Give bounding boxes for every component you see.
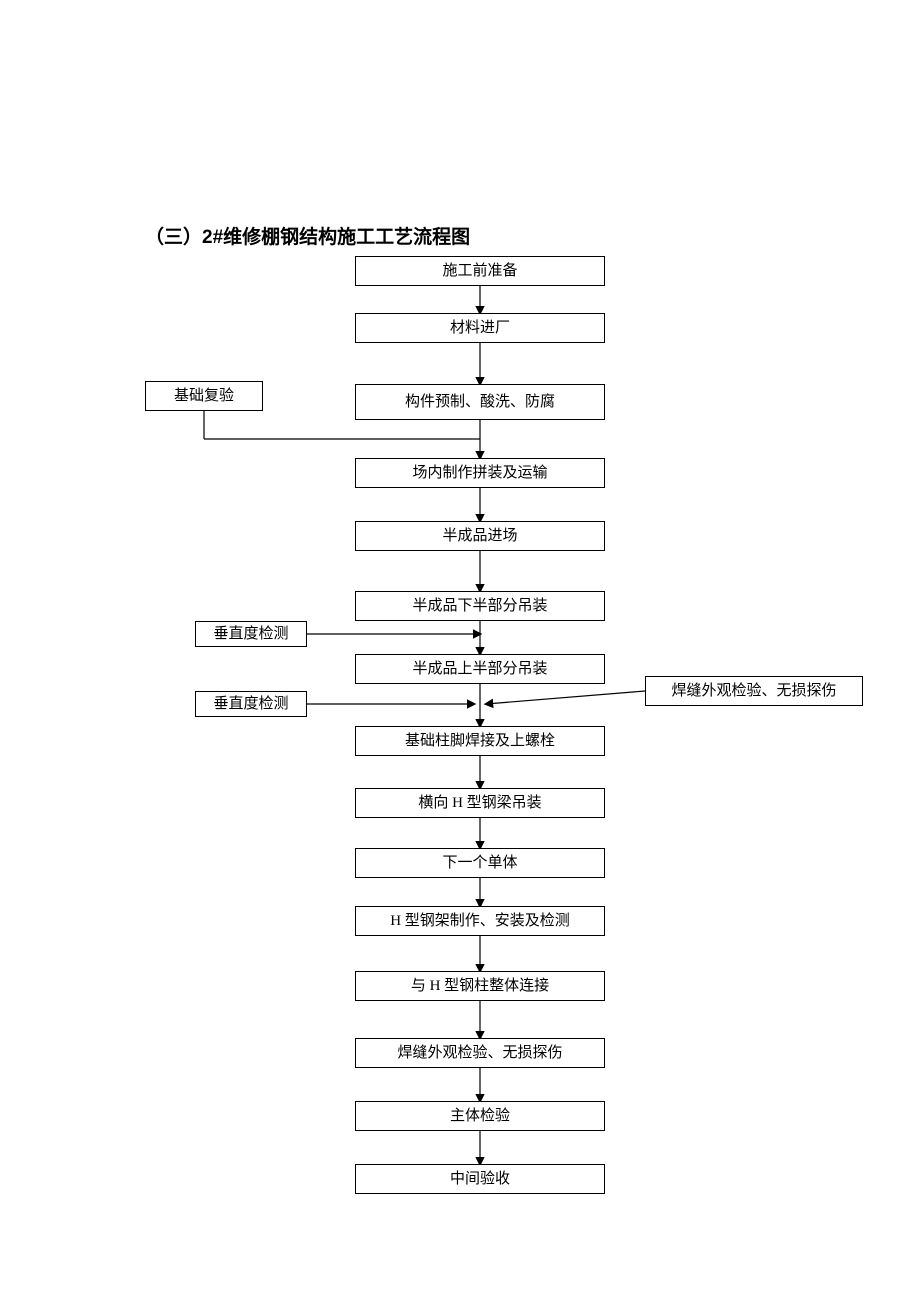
page: （三）2#维修棚钢结构施工工艺流程图 施工前准备材料进厂构件预制、酸洗、防腐场内…: [0, 0, 920, 1316]
flowchart-node: 横向 H 型钢梁吊装: [355, 788, 605, 818]
flowchart-node-label: 垂直度检测: [213, 695, 288, 713]
flowchart-node-label: H 型钢架制作、安装及检测: [390, 912, 570, 930]
flowchart-node-label: 主体检验: [450, 1107, 510, 1125]
flowchart-node-label: 横向 H 型钢梁吊装: [418, 794, 541, 812]
flowchart-node: 焊缝外观检验、无损探伤: [645, 676, 863, 706]
flowchart-node-label: 半成品进场: [442, 527, 517, 545]
flowchart-node: 垂直度检测: [195, 691, 307, 717]
flowchart-node: 半成品进场: [355, 521, 605, 551]
flowchart-node-label: 半成品上半部分吊装: [412, 660, 547, 678]
flowchart-node-label: 焊缝外观检验、无损探伤: [671, 682, 836, 700]
flowchart-node-label: 垂直度检测: [213, 625, 288, 643]
flowchart-node: 半成品上半部分吊装: [355, 654, 605, 684]
flowchart-node: H 型钢架制作、安装及检测: [355, 906, 605, 936]
flowchart-node-label: 与 H 型钢柱整体连接: [411, 977, 549, 995]
flowchart-node: 垂直度检测: [195, 621, 307, 647]
flowchart-node-label: 构件预制、酸洗、防腐: [405, 393, 555, 411]
flowchart-node: 下一个单体: [355, 848, 605, 878]
flowchart-node-label: 材料进厂: [450, 319, 510, 337]
flowchart-canvas: 施工前准备材料进厂构件预制、酸洗、防腐场内制作拼装及运输半成品进场半成品下半部分…: [0, 256, 920, 1256]
page-title: （三）2#维修棚钢结构施工工艺流程图: [145, 222, 470, 249]
flowchart-node: 与 H 型钢柱整体连接: [355, 971, 605, 1001]
flowchart-node: 构件预制、酸洗、防腐: [355, 384, 605, 420]
flowchart-node: 基础柱脚焊接及上螺栓: [355, 726, 605, 756]
flowchart-node: 基础复验: [145, 381, 263, 411]
flowchart-node: 主体检验: [355, 1101, 605, 1131]
flowchart-node: 施工前准备: [355, 256, 605, 286]
flowchart-node-label: 半成品下半部分吊装: [412, 597, 547, 615]
flowchart-node: 场内制作拼装及运输: [355, 458, 605, 488]
flowchart-node: 中间验收: [355, 1164, 605, 1194]
flowchart-node-label: 焊缝外观检验、无损探伤: [397, 1044, 562, 1062]
flowchart-node: 焊缝外观检验、无损探伤: [355, 1038, 605, 1068]
flowchart-node-label: 施工前准备: [442, 262, 517, 280]
flowchart-node-label: 基础柱脚焊接及上螺栓: [405, 732, 555, 750]
flowchart-node-label: 场内制作拼装及运输: [412, 464, 547, 482]
flowchart-node: 材料进厂: [355, 313, 605, 343]
flowchart-node-label: 中间验收: [450, 1170, 510, 1188]
flowchart-node-label: 基础复验: [174, 387, 234, 405]
flowchart-node-label: 下一个单体: [442, 854, 517, 872]
flowchart-node: 半成品下半部分吊装: [355, 591, 605, 621]
